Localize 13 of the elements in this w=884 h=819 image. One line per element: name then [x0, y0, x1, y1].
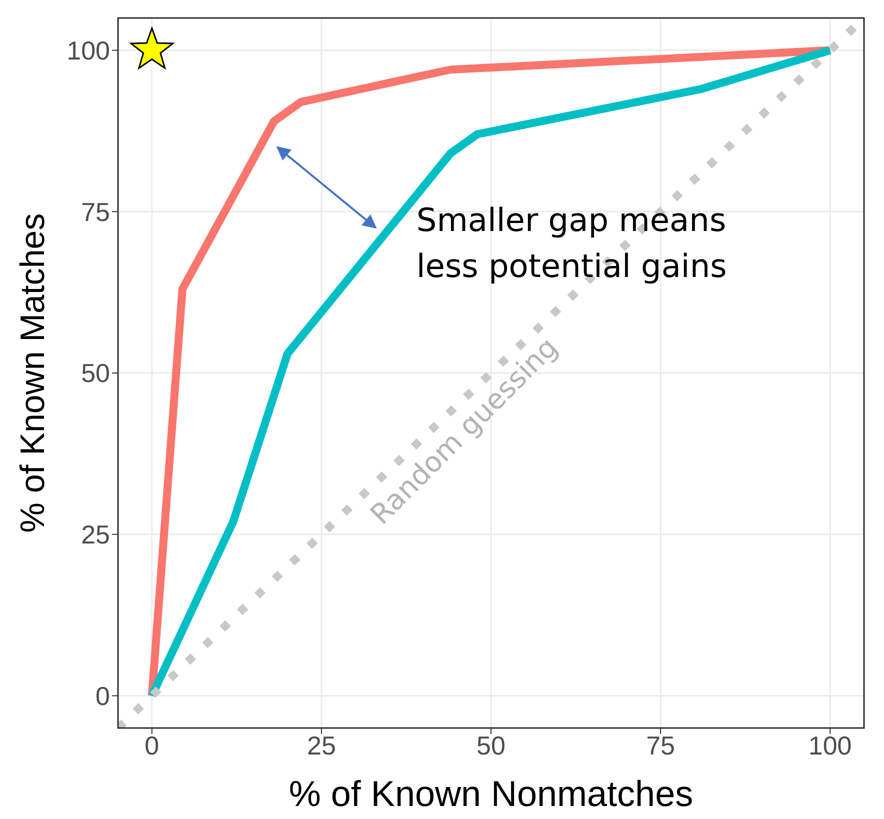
x-tick-label: 0	[144, 730, 160, 760]
annotation: Smaller gap means less potential gains	[416, 201, 727, 285]
x-tick-label: 50	[476, 730, 506, 760]
x-axis-title: % of Known Nonmatches	[288, 773, 694, 814]
y-tick-label: 50	[81, 358, 110, 388]
y-tick-label: 0	[96, 680, 110, 711]
y-tick-label: 75	[81, 196, 110, 227]
x-tick-label: 100	[808, 730, 852, 760]
x-tick-label: 75	[646, 730, 676, 760]
y-tick-label: 100	[66, 36, 110, 66]
x-tick-label: 25	[306, 730, 336, 760]
y-axis-title: % of Known Matches	[14, 213, 52, 533]
y-tick-label: 25	[81, 520, 110, 550]
